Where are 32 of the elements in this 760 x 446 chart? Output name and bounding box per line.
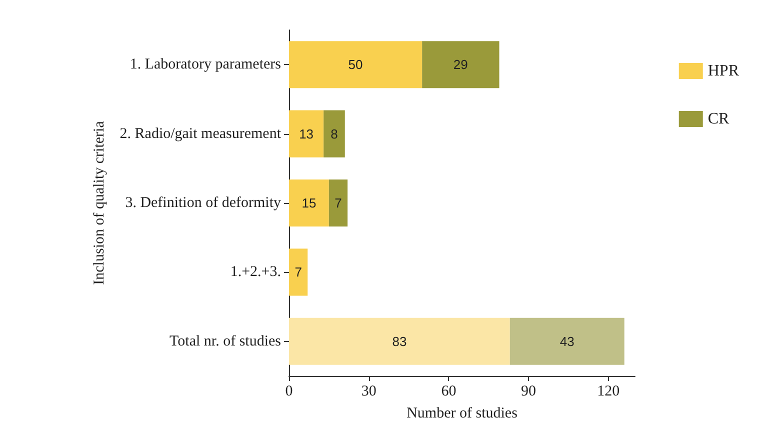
x-tick-label: 0 [285, 384, 293, 400]
x-tick-label: 120 [597, 384, 620, 400]
data-label: 7 [334, 196, 342, 210]
bar [422, 41, 500, 88]
y-tick-label: 1.+2.+3. [230, 264, 281, 280]
bar [289, 248, 308, 296]
bar [328, 179, 348, 227]
legend-label: CR [708, 110, 730, 128]
y-tick-label: Total nr. of studies [170, 333, 282, 350]
x-axis-title: Number of studies [406, 406, 518, 422]
data-label: 8 [330, 126, 338, 142]
data-label: 29 [453, 57, 468, 72]
y-tick-label: 3. Definition of deformity [125, 195, 282, 211]
data-label: 7 [294, 264, 302, 280]
bar [289, 110, 324, 158]
data-label: 13 [299, 126, 314, 142]
bar [289, 41, 422, 88]
data-label: 83 [392, 334, 407, 349]
x-tick-label: 60 [441, 384, 456, 400]
legend-label: HPR [708, 62, 740, 80]
data-label: 50 [348, 57, 363, 72]
x-tick-label: 90 [521, 384, 536, 400]
data-label: 15 [302, 196, 316, 210]
x-tick-label: 30 [361, 384, 376, 400]
y-tick-label: 1. Laboratory parameters [130, 56, 282, 73]
data-label: 43 [560, 334, 574, 349]
bar [289, 179, 329, 227]
y-axis-title: Inclusion of quality criteria [92, 120, 108, 285]
bar [510, 318, 624, 365]
bar [289, 318, 510, 365]
bar [324, 110, 345, 158]
y-tick-label: 2. Radio/gait measurement [120, 126, 282, 142]
